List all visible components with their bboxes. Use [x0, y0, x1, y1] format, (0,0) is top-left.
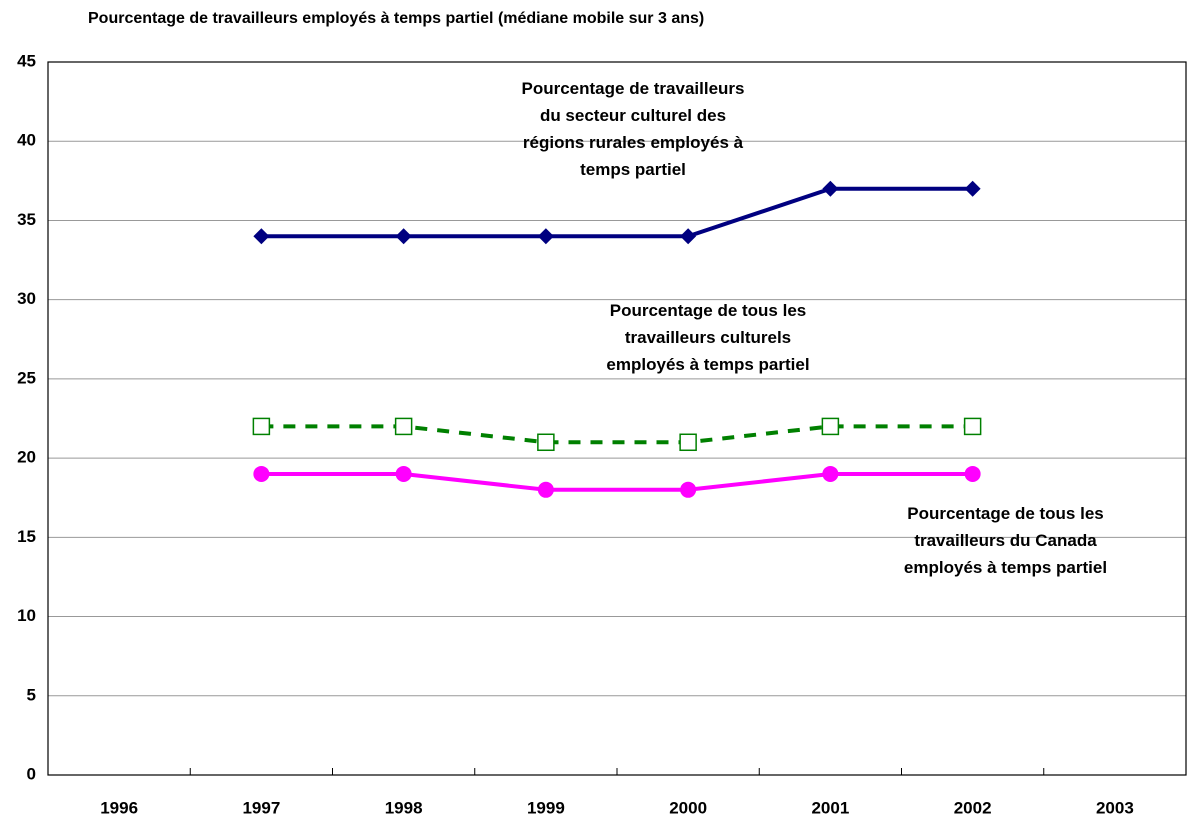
y-tick-label: 40 — [17, 131, 36, 150]
x-tick-label: 1999 — [527, 798, 565, 817]
series-label: Pourcentage de tous les travailleurs du … — [903, 504, 1108, 577]
y-tick-label: 20 — [17, 448, 36, 467]
x-tick-label: 1997 — [242, 798, 280, 817]
marker — [253, 228, 270, 245]
marker — [679, 433, 697, 452]
marker — [537, 228, 554, 245]
x-tick-label: 1996 — [100, 798, 138, 817]
series-line — [261, 424, 973, 445]
marker — [253, 465, 270, 482]
x-tick-label: 1998 — [385, 798, 423, 817]
series-line — [261, 186, 973, 239]
x-tick-label: 2002 — [954, 798, 992, 817]
chart-title: Pourcentage de travailleurs employés à t… — [88, 10, 704, 27]
y-tick-label: 45 — [17, 51, 36, 70]
x-tick-label: 2000 — [669, 798, 707, 817]
marker — [680, 481, 697, 498]
marker — [252, 417, 271, 436]
y-tick-label: 25 — [17, 368, 36, 387]
marker — [964, 465, 981, 482]
marker — [680, 228, 697, 245]
marker — [395, 465, 412, 482]
y-tick-label: 35 — [17, 210, 36, 229]
x-tick-label: 2001 — [811, 798, 849, 817]
marker — [537, 433, 555, 452]
marker — [821, 417, 840, 436]
y-tick-label: 15 — [17, 527, 36, 546]
y-tick-label: 10 — [17, 606, 36, 625]
marker — [964, 180, 981, 197]
marker — [963, 417, 982, 436]
y-tick-label: 5 — [27, 685, 36, 704]
series-label: Pourcentage de tous les travailleurs cul… — [606, 301, 810, 374]
series-label: Pourcentage de travailleurs du secteur c… — [521, 79, 745, 179]
y-tick-label: 30 — [17, 289, 36, 308]
marker — [822, 180, 839, 197]
y-tick-label: 0 — [27, 764, 36, 783]
marker — [394, 417, 413, 436]
marker — [395, 228, 412, 245]
marker — [822, 465, 839, 482]
x-tick-label: 2003 — [1096, 798, 1134, 817]
series-line — [261, 471, 973, 492]
marker — [537, 481, 554, 498]
